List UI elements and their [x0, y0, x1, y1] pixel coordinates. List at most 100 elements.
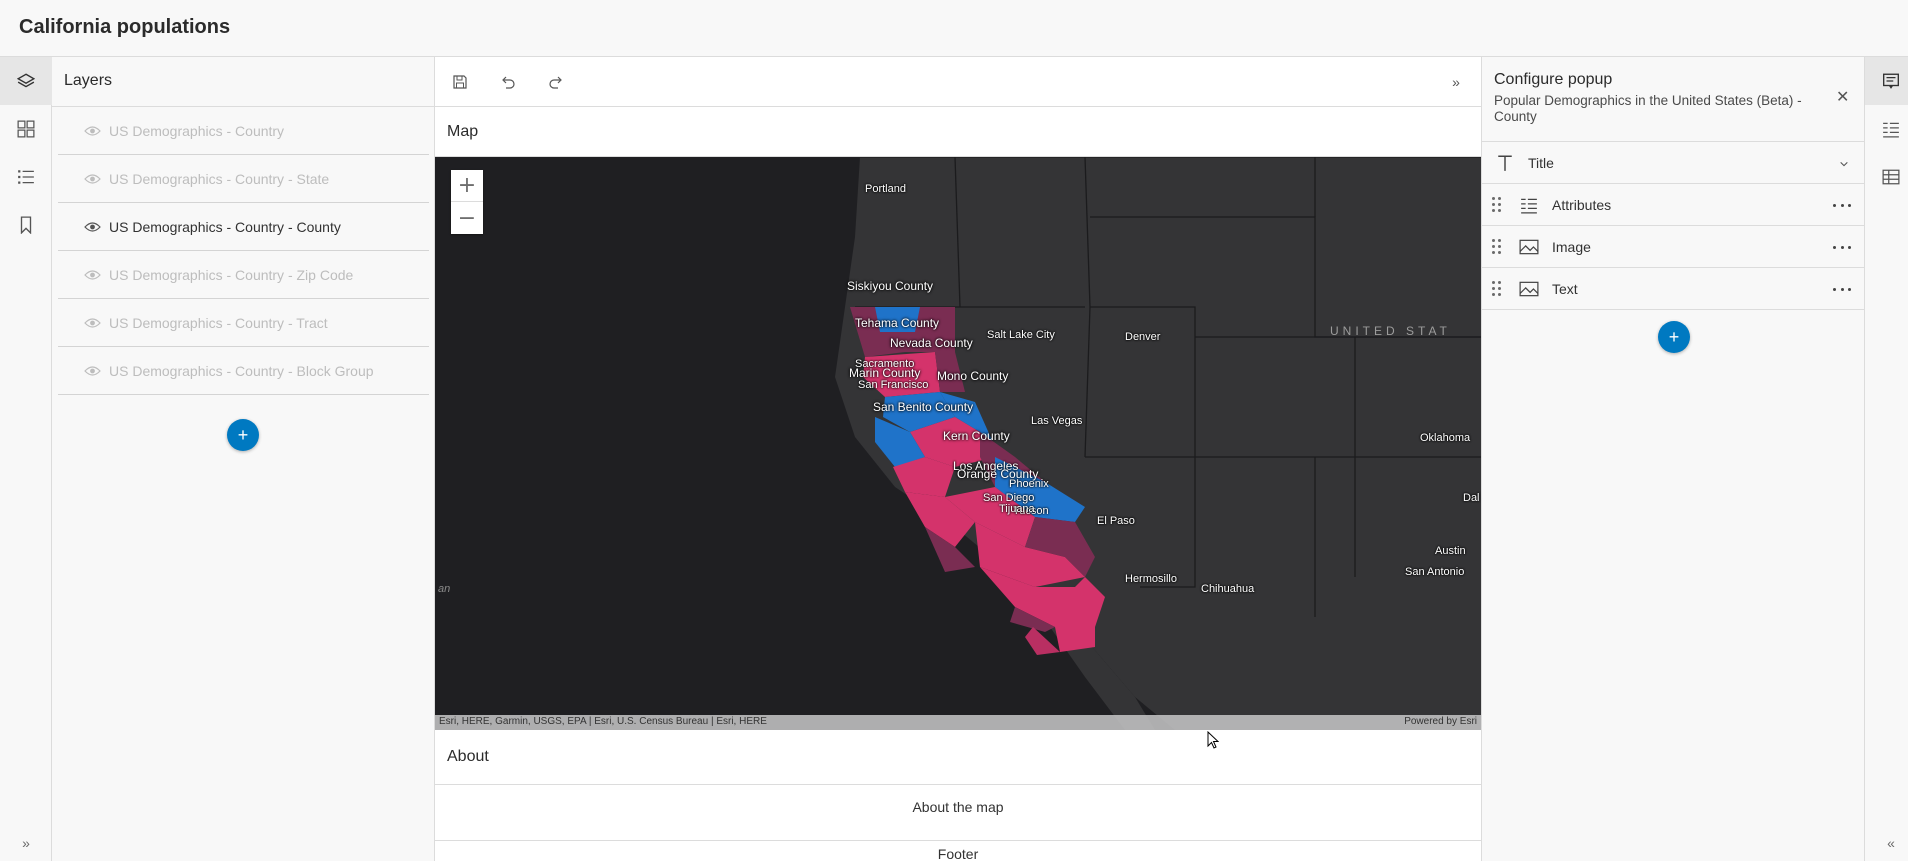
legend-list-icon	[18, 170, 34, 184]
undo-button[interactable]	[495, 69, 521, 95]
image-icon	[1518, 236, 1540, 258]
city-label: Chihuahua	[1201, 583, 1255, 595]
zoom-out-button[interactable]: −	[457, 205, 477, 231]
more-options-icon[interactable]	[1833, 196, 1851, 214]
city-label: Portland	[865, 183, 906, 195]
right-action-bar: «	[1864, 57, 1908, 861]
eye-icon[interactable]	[84, 269, 101, 281]
attribution-text[interactable]: Esri, HERE, Garmin, USGS, EPA | Esri, U.…	[439, 716, 767, 727]
layers-action[interactable]	[0, 57, 52, 105]
popup-header: Configure popup Popular Demographics in …	[1482, 57, 1864, 142]
eye-icon[interactable]	[84, 125, 101, 137]
county-label: Mono County	[937, 369, 1009, 383]
toolbar: »	[435, 57, 1481, 107]
attributes-icon	[1518, 194, 1540, 216]
map-view[interactable]: + − Portland Salt Lake City Denver Las V…	[435, 157, 1481, 730]
city-label: Austin	[1435, 545, 1466, 557]
city-label: Hermosillo	[1125, 573, 1177, 585]
add-popup-element-button[interactable]: +	[1658, 321, 1690, 353]
collapse-panel-button[interactable]: »	[1452, 74, 1460, 90]
city-label: Denver	[1125, 331, 1161, 343]
popup-config-icon	[1883, 73, 1899, 89]
legend-action[interactable]	[0, 153, 52, 201]
about-heading: About	[435, 730, 1481, 785]
layer-item[interactable]: US Demographics - Country - Tract	[58, 299, 429, 347]
undo-icon	[502, 76, 515, 89]
city-label: Los Angeles	[953, 459, 1019, 473]
footer: Footer	[937, 846, 979, 861]
title-row[interactable]: Title	[1482, 142, 1865, 184]
city-label: Tijuana	[999, 503, 1035, 515]
eye-icon[interactable]	[84, 317, 101, 329]
popup-element-row[interactable]: Text	[1482, 268, 1865, 310]
layer-label: US Demographics - Country	[109, 122, 285, 139]
country-label: UNITED STAT	[1330, 324, 1451, 338]
layer-list: US Demographics - Country US Demographic…	[58, 107, 429, 395]
city-label: San Francisco	[858, 379, 929, 391]
map-attribution: Esri, HERE, Garmin, USGS, EPA | Esri, U.…	[435, 715, 1481, 730]
layer-item[interactable]: US Demographics - Country - State	[58, 155, 429, 203]
city-label: Oklahoma	[1420, 432, 1471, 444]
partial-label: an	[438, 583, 451, 595]
eye-icon[interactable]	[84, 173, 101, 185]
text-title-icon	[1494, 152, 1516, 174]
drag-handle-icon[interactable]	[1492, 197, 1504, 212]
chevron-down-icon[interactable]	[1839, 156, 1849, 172]
drag-handle-icon[interactable]	[1492, 281, 1504, 296]
layer-item[interactable]: US Demographics - Country - County	[58, 203, 429, 251]
center-column: » Map	[435, 57, 1481, 861]
basemap-action[interactable]	[0, 105, 52, 153]
city-label: Salt Lake City	[987, 329, 1055, 341]
county-label: San Benito County	[873, 400, 974, 414]
left-action-bar: »	[0, 57, 52, 861]
drag-handle-icon[interactable]	[1492, 239, 1504, 254]
row-label: Image	[1552, 238, 1591, 255]
row-label: Attributes	[1552, 196, 1612, 213]
about-the-map-link[interactable]: About the map	[435, 785, 1481, 841]
popup-subtitle: Popular Demographics in the United State…	[1494, 93, 1802, 124]
county-label: Marin County	[849, 366, 921, 380]
layers-icon	[17, 73, 35, 88]
attributes-action[interactable]	[1865, 105, 1908, 153]
county-label: Orange County	[957, 467, 1039, 481]
save-button[interactable]	[447, 69, 473, 95]
add-layer-button[interactable]: +	[227, 419, 259, 451]
app-header: California populations	[0, 0, 1908, 57]
app-title: California populations	[19, 16, 231, 38]
county-label: Kern County	[943, 429, 1010, 443]
eye-icon[interactable]	[84, 221, 101, 233]
city-label: San Diego	[983, 492, 1035, 504]
row-label: Text	[1552, 280, 1578, 297]
layer-item[interactable]: US Demographics - Country - Block Group	[58, 347, 429, 395]
table-action[interactable]	[1865, 153, 1908, 201]
powered-by[interactable]: Powered by Esri	[1404, 716, 1477, 727]
popup-element-row[interactable]: Attributes	[1482, 184, 1865, 226]
redo-button[interactable]	[543, 69, 569, 95]
layer-item[interactable]: US Demographics - Country	[58, 107, 429, 155]
configure-popup-panel: Configure popup Popular Demographics in …	[1481, 57, 1865, 861]
basemap	[835, 157, 1481, 730]
popup-element-row[interactable]: Image	[1482, 226, 1865, 268]
county-label: Tehama County	[855, 316, 940, 330]
expand-left-button[interactable]: »	[22, 835, 30, 851]
layer-label: US Demographics - Country - State	[109, 170, 330, 187]
eye-icon[interactable]	[84, 365, 101, 377]
city-label: Phoenix	[1009, 478, 1049, 490]
layers-panel: Layers US Demographics - Country US Demo…	[52, 57, 435, 861]
zoom-in-button[interactable]: +	[451, 170, 483, 202]
more-options-icon[interactable]	[1833, 280, 1851, 298]
city-label: El Paso	[1097, 515, 1135, 527]
collapse-right-button[interactable]: «	[1887, 835, 1895, 851]
layer-item[interactable]: US Demographics - Country - Zip Code	[58, 251, 429, 299]
text-element-icon	[1518, 278, 1540, 300]
popup-title: Configure popup	[1494, 71, 1613, 88]
bookmarks-action[interactable]	[0, 201, 52, 249]
close-icon[interactable]: ✕	[1836, 89, 1850, 106]
attributes-list-icon	[1883, 122, 1899, 138]
more-options-icon[interactable]	[1833, 238, 1851, 256]
county-label: Nevada County	[890, 336, 973, 350]
city-label: Las Vegas	[1031, 415, 1083, 427]
table-icon	[1882, 169, 1900, 185]
zoom-control: + −	[451, 170, 483, 234]
popup-config-action[interactable]	[1865, 57, 1908, 105]
